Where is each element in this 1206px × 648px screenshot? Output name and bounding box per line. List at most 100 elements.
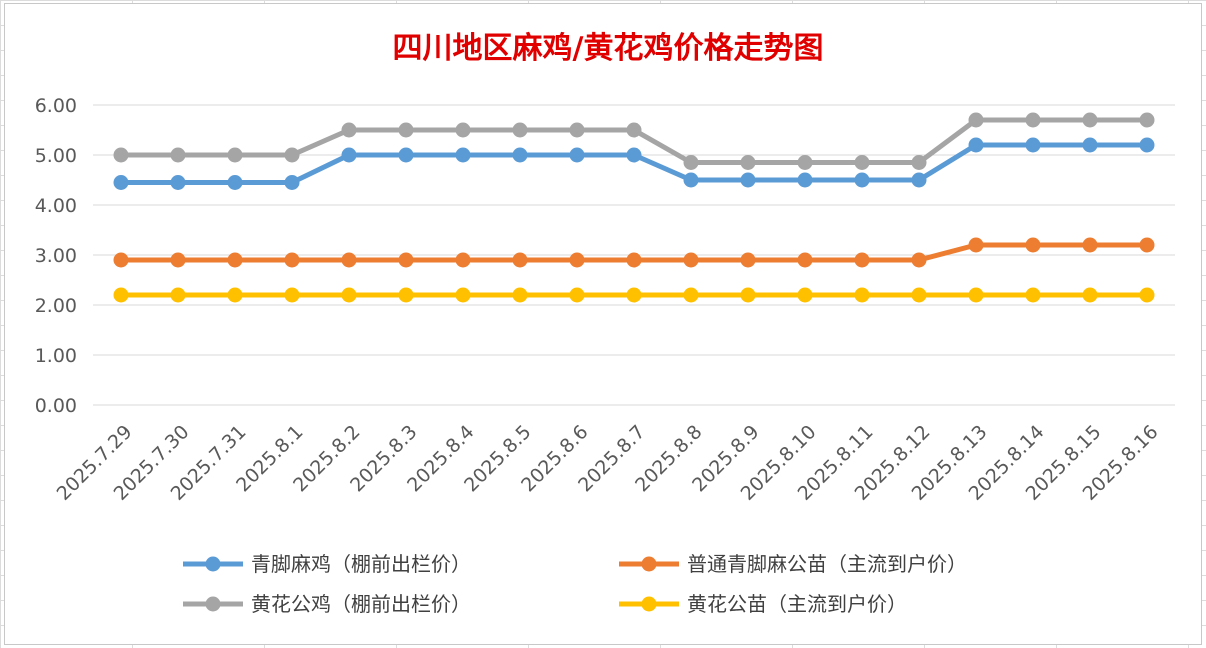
data-point: [455, 287, 471, 303]
data-point: [968, 137, 984, 153]
data-point: [170, 175, 186, 190]
line-chart: 四川地区麻鸡/黄花鸡价格走势图 0.00 1.00 2.00 3.00 4.00 5.00…: [35, 31, 1175, 616]
data-point: [398, 287, 414, 303]
legend-label: 普通青脚麻公苗（主流到户价）: [687, 552, 967, 576]
series-layer: [113, 112, 1155, 303]
data-point: [740, 287, 756, 303]
legend-item-1: 普通青脚麻公苗（主流到户价）: [619, 552, 967, 576]
data-point: [740, 252, 756, 268]
data-point: [911, 172, 927, 188]
data-point: [455, 122, 471, 138]
data-point: [968, 287, 984, 303]
legend-item-0: 青脚麻鸡（棚前出栏价）: [183, 552, 471, 576]
series-1: [113, 237, 1155, 268]
data-point: [1082, 137, 1098, 153]
data-point: [341, 147, 357, 163]
legend-label: 青脚麻鸡（棚前出栏价）: [251, 552, 471, 576]
data-point: [797, 155, 813, 170]
data-point: [512, 252, 528, 268]
series-3: [113, 287, 1155, 303]
legend-item-2: 黄花公鸡（棚前出栏价）: [183, 592, 471, 616]
data-point: [1082, 287, 1098, 303]
y-tick-label: 2.00: [35, 295, 77, 317]
data-point: [740, 155, 756, 170]
data-point: [797, 172, 813, 188]
data-point: [512, 287, 528, 303]
data-point: [854, 172, 870, 188]
data-point: [341, 287, 357, 303]
data-point: [1025, 137, 1041, 153]
data-point: [1082, 237, 1098, 253]
data-point: [911, 252, 927, 268]
data-point: [854, 287, 870, 303]
legend-label: 黄花公鸡（棚前出栏价）: [251, 592, 471, 616]
data-point: [455, 252, 471, 268]
data-point: [1139, 112, 1155, 128]
data-point: [341, 122, 357, 138]
legend-marker: [205, 556, 221, 572]
y-tick-label: 4.00: [35, 195, 77, 217]
data-point: [626, 252, 642, 268]
data-point: [854, 252, 870, 268]
data-point: [854, 155, 870, 170]
data-point: [227, 252, 243, 268]
chart-frame: 四川地区麻鸡/黄花鸡价格走势图 0.00 1.00 2.00 3.00 4.00 5.00…: [4, 3, 1202, 645]
data-point: [113, 287, 129, 303]
data-point: [170, 287, 186, 303]
data-point: [284, 147, 300, 163]
data-point: [398, 252, 414, 268]
data-point: [968, 112, 984, 128]
data-point: [569, 287, 585, 303]
legend: 青脚麻鸡（棚前出栏价） 普通青脚麻公苗（主流到户价） 黄花公鸡（棚前出栏价） 黄花公苗…: [183, 552, 967, 616]
data-point: [227, 287, 243, 303]
data-point: [1025, 287, 1041, 303]
legend-label: 黄花公苗（主流到户价）: [687, 592, 907, 616]
data-point: [683, 172, 699, 188]
data-point: [1139, 137, 1155, 153]
data-point: [740, 172, 756, 188]
data-point: [1025, 237, 1041, 253]
legend-marker: [205, 596, 221, 612]
data-point: [1082, 112, 1098, 128]
data-point: [284, 252, 300, 268]
data-point: [626, 287, 642, 303]
data-point: [113, 147, 129, 163]
series-2: [113, 112, 1155, 170]
data-point: [683, 155, 699, 170]
data-point: [113, 252, 129, 268]
data-point: [569, 147, 585, 163]
data-point: [398, 122, 414, 138]
data-point: [113, 175, 129, 190]
data-point: [170, 252, 186, 268]
legend-marker: [641, 556, 657, 572]
x-axis-ticks: 2025.7.292025.7.302025.7.312025.8.12025.…: [53, 421, 1163, 505]
data-point: [911, 287, 927, 303]
data-point: [683, 252, 699, 268]
legend-item-3: 黄花公苗（主流到户价）: [619, 592, 907, 616]
data-point: [968, 237, 984, 253]
data-point: [626, 122, 642, 138]
data-point: [626, 147, 642, 163]
data-point: [1139, 237, 1155, 253]
data-point: [398, 147, 414, 163]
y-tick-label: 1.00: [35, 345, 77, 367]
data-point: [569, 122, 585, 138]
data-point: [284, 287, 300, 303]
data-point: [227, 147, 243, 163]
data-point: [911, 155, 927, 170]
y-tick-label: 5.00: [35, 145, 77, 167]
y-tick-label: 6.00: [35, 95, 77, 117]
data-point: [227, 175, 243, 190]
data-point: [797, 252, 813, 268]
data-point: [1025, 112, 1041, 128]
data-point: [512, 122, 528, 138]
data-point: [455, 147, 471, 163]
y-tick-label: 0.00: [35, 395, 77, 417]
y-axis-ticks: 0.00 1.00 2.00 3.00 4.00 5.00 6.00: [35, 95, 77, 417]
data-point: [284, 175, 300, 190]
y-tick-label: 3.00: [35, 245, 77, 267]
data-point: [569, 252, 585, 268]
data-point: [683, 287, 699, 303]
chart-title: 四川地区麻鸡/黄花鸡价格走势图: [393, 31, 824, 66]
data-point: [1139, 287, 1155, 303]
